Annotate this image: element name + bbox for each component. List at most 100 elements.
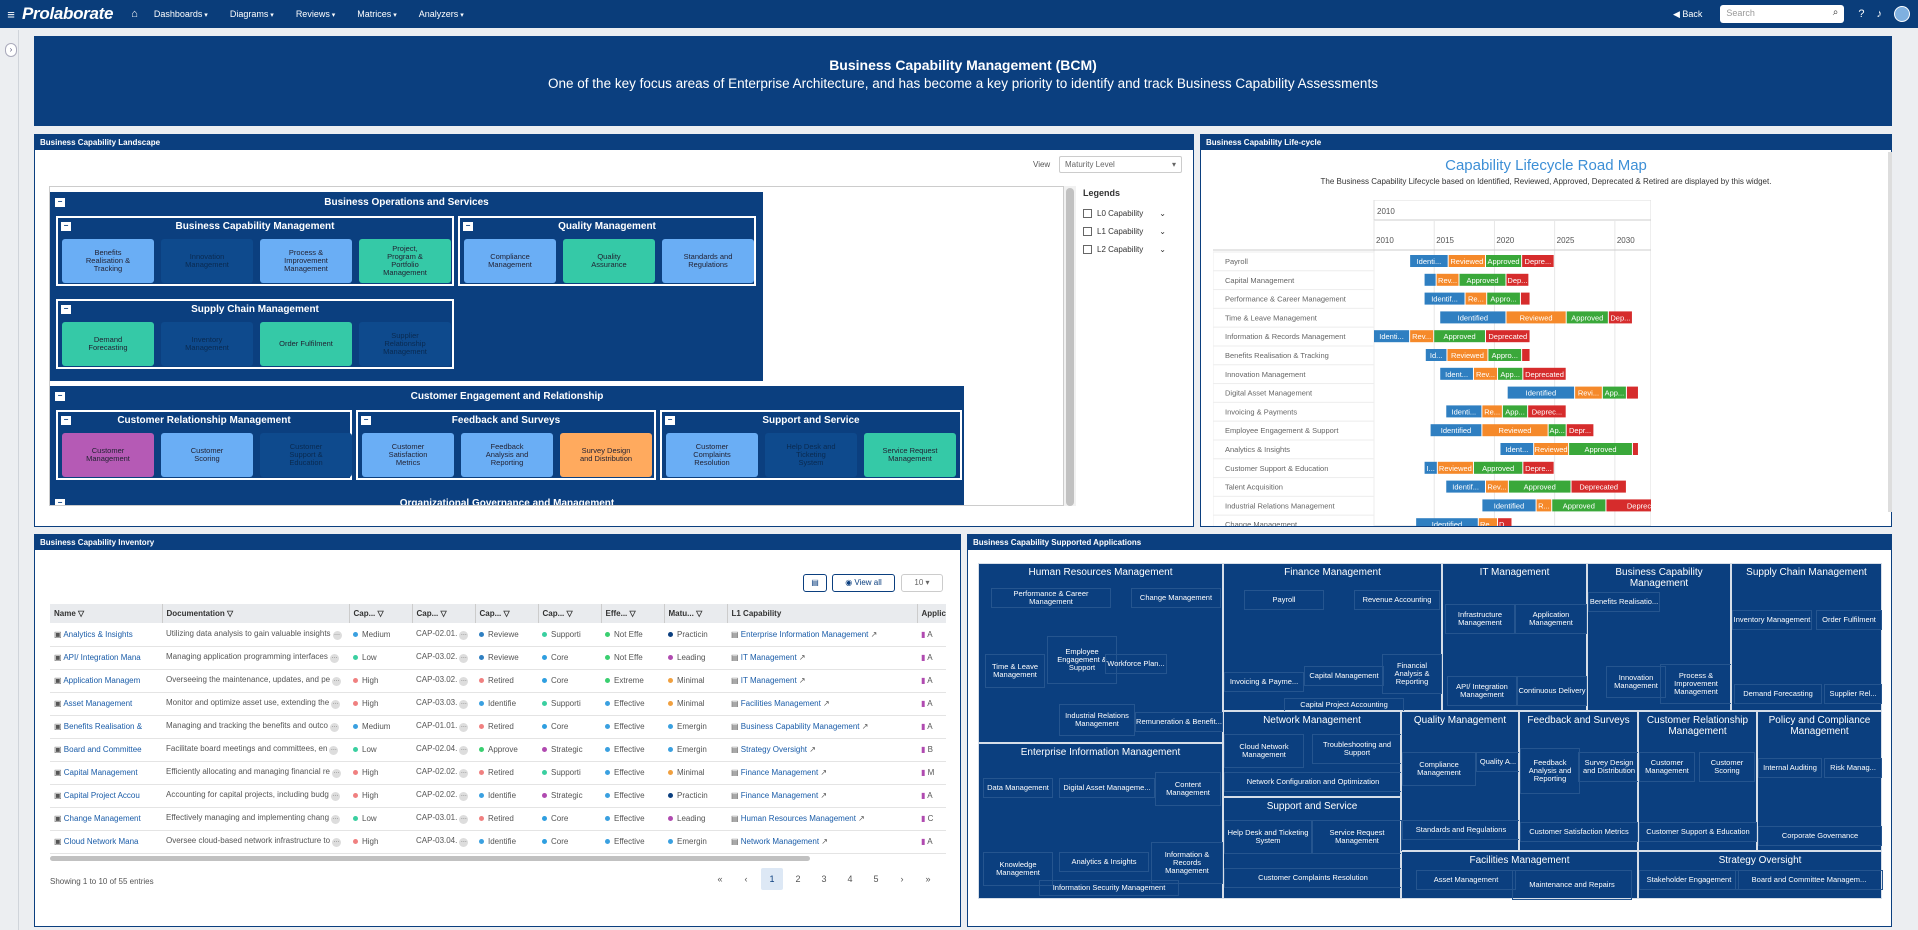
view-all-button[interactable]: ◉ View all [832,574,895,592]
cell-value[interactable]: Finance Management [740,791,819,800]
export-button[interactable]: ▤ [803,574,827,592]
collapse-icon[interactable]: − [665,416,675,425]
treemap-leaf[interactable]: Innovation Management [1606,666,1666,698]
page-button[interactable]: › [900,874,904,884]
cell-value[interactable]: Network Management [740,837,820,846]
nav-matrices[interactable]: Matrices [357,9,396,19]
treemap-leaf[interactable]: Benefits Realisatio... [1588,592,1660,612]
checkbox[interactable] [1083,226,1092,236]
more-icon[interactable]: ··· [332,630,342,640]
external-link-icon[interactable]: ↗ [796,676,806,685]
column-header[interactable]: L1 Capability [727,604,918,623]
treemap-leaf[interactable]: Information & Records Management [1151,842,1223,884]
collapse-icon[interactable]: − [61,222,71,231]
capability-card[interactable]: Customer Satisfaction Metrics [362,433,454,477]
treemap-leaf[interactable]: Payroll [1244,590,1324,610]
capability-card[interactable]: Benefits Realisation & Tracking [62,239,154,283]
capability-card[interactable]: Quality Assurance [563,239,655,283]
treemap-group[interactable]: Customer Relationship Management Customer… [1638,711,1757,851]
checkbox[interactable] [1083,208,1092,218]
more-icon[interactable]: ··· [329,746,339,755]
treemap-leaf[interactable]: Risk Manag... [1824,758,1882,778]
treemap-leaf[interactable]: Compliance Management [1402,752,1476,786]
treemap-leaf[interactable]: Corporate Governance [1758,826,1882,846]
treemap-leaf[interactable]: Workforce Plan... [1105,654,1167,674]
cell-value[interactable]: Human Resources Management [740,814,856,823]
search-icon[interactable]: ⌕ [1832,7,1839,18]
treemap-leaf[interactable]: Troubleshooting and Support [1312,734,1402,764]
search-input[interactable]: Search ⌕ [1720,5,1845,23]
treemap-leaf[interactable]: Financial Analysis & Reporting [1382,654,1442,694]
page-button[interactable]: 4 [847,874,853,884]
column-header[interactable]: Cap... ▽ [349,604,413,623]
chevron-down-icon[interactable]: ⌄ [1159,244,1166,254]
treemap-group[interactable]: Supply Chain Management Inventory Managem… [1731,563,1882,711]
capability-card[interactable]: Project, Program & Portfolio Management [359,239,451,283]
column-header[interactable]: Applic [917,604,946,623]
page-button[interactable]: 5 [873,874,879,884]
page-button[interactable]: ‹ [744,874,748,884]
more-icon[interactable]: ··· [331,815,341,824]
more-icon[interactable]: ··· [459,654,469,663]
legend-item-l1[interactable]: L1 Capability ⌄ [1083,222,1166,240]
chevron-down-icon[interactable]: ⌄ [1159,226,1166,236]
column-header[interactable]: Cap... ▽ [538,604,602,623]
filter-icon[interactable]: ▽ [693,609,703,618]
chevron-down-icon[interactable]: ⌄ [1159,208,1166,218]
capability-card[interactable]: Order Fulfilment [260,322,352,366]
roadmap-scrollbar[interactable] [1888,152,1892,512]
table-row[interactable]: ▣ Board and Committee Facilitate board me… [50,738,946,762]
collapse-icon[interactable]: − [55,392,65,401]
treemap-leaf[interactable]: Process & Improvement Management [1660,664,1732,704]
cell-value[interactable]: IT Management [740,653,797,662]
treemap-leaf[interactable]: Revenue Accounting [1354,590,1440,610]
more-icon[interactable]: ··· [332,838,342,847]
capability-card[interactable]: Service Request Management [864,433,956,477]
capability-card[interactable]: Customer Scoring [161,433,253,477]
filter-icon[interactable]: ▽ [501,609,510,618]
treemap-leaf[interactable]: Quality A... [1476,752,1520,772]
capability-card[interactable]: Customer Support & Education [260,433,352,477]
cell-value[interactable]: Change Management [63,814,141,823]
treemap-leaf[interactable]: Performance & Career Management [991,588,1111,608]
more-icon[interactable]: ··· [459,792,469,801]
external-link-icon[interactable]: ↗ [818,768,828,777]
table-row[interactable]: ▣ Benefits Realisation & Managing and tra… [50,715,946,739]
filter-icon[interactable]: ▽ [438,609,447,618]
treemap-leaf[interactable]: Customer Scoring [1699,752,1755,782]
treemap-leaf[interactable]: Order Fulfilment [1816,610,1882,630]
treemap-leaf[interactable]: Digital Asset Manageme... [1059,778,1155,798]
treemap-group[interactable]: Enterprise Information Management Data Ma… [978,743,1223,899]
treemap-leaf[interactable]: Network Configuration and Optimization [1224,772,1402,792]
filter-icon[interactable]: ▽ [224,609,234,618]
cell-value[interactable]: Business Capability Management [740,722,860,731]
more-icon[interactable]: ··· [331,769,341,778]
treemap-leaf[interactable]: Service Request Management [1312,820,1402,854]
help-icon[interactable]: ? [1858,8,1865,20]
external-link-icon[interactable]: ↗ [796,653,806,662]
treemap-leaf[interactable]: Board and Committee Managem... [1735,870,1883,890]
table-row[interactable]: ▣ Analytics & Insights Utilizing data ana… [50,623,946,647]
collapse-icon[interactable]: − [361,416,371,425]
treemap-leaf[interactable]: Continuous Delivery [1517,676,1587,706]
filter-icon[interactable]: ▽ [375,609,384,618]
home-icon[interactable]: ⌂ [131,8,138,20]
collapse-icon[interactable]: − [55,198,65,207]
external-link-icon[interactable]: ↗ [807,745,816,754]
treemap-leaf[interactable]: Customer Support & Education [1639,822,1757,842]
nav-reviews[interactable]: Reviews [296,9,335,19]
cell-value[interactable]: Strategy Oversight [740,745,808,754]
more-icon[interactable]: ··· [459,815,469,824]
filter-icon[interactable]: ▽ [627,609,636,618]
avatar[interactable] [1894,6,1910,22]
treemap-leaf[interactable]: Content Management [1155,772,1221,806]
external-link-icon[interactable]: ↗ [855,814,865,823]
sidebar-toggle[interactable]: › [5,43,17,57]
cell-value[interactable]: Finance Management [740,768,819,777]
treemap-leaf[interactable]: Customer Management [1639,752,1695,782]
treemap-leaf[interactable]: Analytics & Insights [1059,852,1149,872]
more-icon[interactable]: ··· [332,677,342,686]
capability-card[interactable]: Process & Improvement Management [260,239,352,283]
table-row[interactable]: ▣ Application Managem Overseeing the main… [50,669,946,693]
treemap-group[interactable]: IT Management Infrastructure Management Ap… [1442,563,1587,711]
